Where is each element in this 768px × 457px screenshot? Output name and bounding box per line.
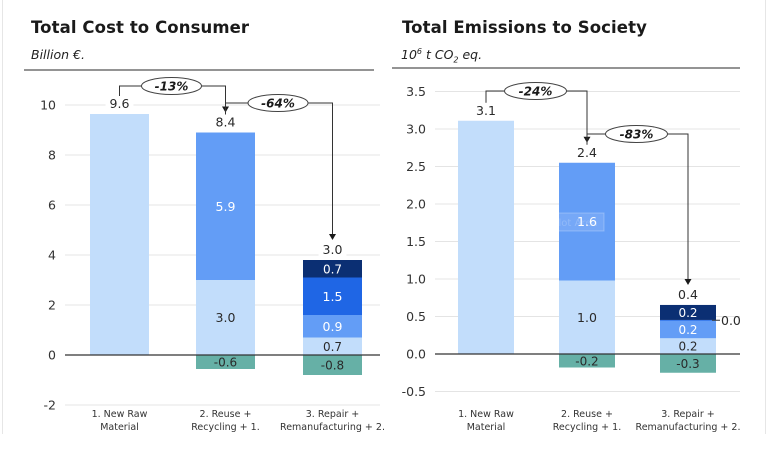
left-frame-border [2, 0, 3, 434]
emissions-change-oval [605, 125, 668, 143]
cost-category-label: 1. New Raw [92, 409, 148, 420]
emissions-segment-label: 1.6 [577, 214, 597, 229]
emissions-total-label-bg [472, 103, 500, 117]
emissions-chart-title: Total Emissions to Society [402, 18, 647, 37]
emissions-y-tick-label: 2.0 [406, 197, 426, 212]
emissions-y-tick-label: 0.0 [406, 347, 426, 362]
emissions-bar-segment-raw-material [660, 338, 716, 354]
emissions-y-tick-label: 3.5 [406, 84, 426, 99]
cost-y-tick-label: 8 [48, 148, 56, 163]
cost-segment-label: 3.0 [216, 310, 236, 325]
emissions-total-label: 3.1 [476, 103, 496, 118]
emissions-change-label: -83% [620, 128, 654, 142]
emissions-y-tick-label: 2.5 [406, 159, 426, 174]
cost-chart-title: Total Cost to Consumer [31, 18, 250, 37]
cost-bar-segment-raw-material [303, 337, 362, 355]
emissions-segment-label: 0.2 [678, 340, 697, 354]
emissions-category-label: 3. Repair + [661, 409, 714, 420]
emissions-segment-label: -0.2 [575, 354, 598, 368]
cost-bar-segment-remanufacturing [303, 260, 362, 278]
emissions-bar-segment-savings [559, 354, 615, 368]
plot-area-tooltip [545, 212, 605, 232]
emissions-category-label: 2. Reuse + [561, 409, 613, 420]
plot-area-tooltip-text: Plot Area [552, 218, 597, 229]
emissions-y-tick-label: 0.5 [406, 309, 426, 324]
cost-change-label: -13% [155, 80, 189, 94]
subtitle-exponent: 6 [416, 47, 422, 56]
cost-bar-segment-raw-material [90, 114, 149, 355]
emissions-y-tick-label: -0.5 [402, 384, 426, 399]
cost-y-tick-label: 4 [48, 248, 56, 263]
emissions-bar-segment-reuse-recycling [660, 320, 716, 339]
cost-y-tick-label: -2 [44, 398, 56, 413]
cost-total-label-bg [211, 115, 240, 129]
cost-bar-segment-savings [303, 355, 362, 375]
cost-bar-segment-savings [196, 355, 255, 369]
cost-bar-segment-reuse-recycling [196, 132, 255, 280]
emissions-bar-segment-reuse-recycling [559, 162, 615, 281]
subtitle-end: eq. [458, 47, 483, 63]
cost-y-tick-label: 0 [48, 348, 56, 363]
cost-change-arrowhead-icon [329, 234, 336, 240]
cost-bar-segment-repair [303, 277, 362, 315]
emissions-category-label: Recycling + 1. [553, 422, 621, 433]
cost-bar-segment-reuse-recycling [303, 315, 362, 338]
emissions-segment-label: 0.2 [678, 323, 697, 337]
emissions-bar-segment-raw-material [458, 120, 514, 354]
emissions-bar-segment-savings [660, 354, 716, 373]
emissions-category-label: 1. New Raw [458, 409, 514, 420]
emissions-y-tick-label: 1.0 [406, 272, 426, 287]
emissions-change-arrowhead-icon [684, 278, 692, 285]
cost-category-label: Material [100, 422, 139, 433]
emissions-chart-subtitle: 106 t CO2 eq. [401, 47, 482, 65]
emissions-y-tick-label: 3.0 [406, 122, 426, 137]
emissions-total-label: 0.4 [678, 287, 698, 302]
right-frame-border [765, 0, 766, 434]
subtitle-subscript: 2 [453, 55, 459, 65]
emissions-change-oval [504, 82, 567, 100]
cost-segment-label: 5.9 [216, 199, 236, 214]
cost-y-tick-label: 10 [40, 98, 56, 113]
cost-total-label: 8.4 [216, 115, 236, 130]
cost-total-label: 9.6 [110, 96, 130, 111]
emissions-bar-segment-repair [660, 319, 716, 321]
cost-category-label: 3. Repair + [306, 409, 359, 420]
cost-segment-label: 0.7 [323, 340, 342, 354]
emissions-total-label-bg [573, 145, 601, 159]
cost-segment-label: -0.6 [214, 356, 237, 370]
cost-change-oval [141, 77, 202, 95]
cost-category-label: 2. Reuse + [200, 409, 252, 420]
emissions-segment-label: -0.3 [676, 357, 699, 371]
emissions-segment-label: 1.0 [577, 310, 597, 325]
cost-y-tick-label: 6 [48, 198, 56, 213]
cost-segment-label: 0.7 [323, 262, 342, 276]
emissions-category-label: Remanufacturing + 2. [636, 422, 741, 433]
cost-category-label: Recycling + 1. [191, 422, 259, 433]
cost-chart-subtitle: Billion €. [31, 47, 85, 62]
cost-segment-label: 1.5 [323, 289, 343, 304]
cost-total-label-bg [105, 97, 134, 110]
emissions-side-label: 0.0 [721, 313, 741, 328]
cost-total-label-bg [318, 243, 347, 256]
emissions-bar-segment-remanufacturing [660, 304, 716, 320]
cost-segment-label: 0.9 [323, 319, 343, 334]
cost-total-label: 3.0 [323, 242, 343, 257]
subtitle-base: 10 [401, 47, 417, 63]
emissions-y-tick-label: 1.5 [406, 234, 426, 249]
emissions-change-label: -24% [519, 85, 553, 99]
subtitle-mid: t CO [422, 47, 454, 63]
emissions-bar-segment-raw-material [559, 280, 615, 354]
emissions-total-label-bg [674, 287, 702, 301]
cost-y-tick-label: 2 [48, 298, 56, 313]
cost-change-oval [247, 94, 309, 112]
cost-change-label: -64% [261, 97, 295, 111]
emissions-total-label: 2.4 [577, 145, 597, 160]
cost-bar-segment-raw-material [196, 280, 255, 355]
emissions-category-label: Material [467, 422, 506, 433]
emissions-segment-label: 0.2 [678, 306, 697, 320]
cost-category-label: Remanufacturing + 2. [280, 422, 385, 433]
cost-segment-label: -0.8 [321, 359, 344, 373]
